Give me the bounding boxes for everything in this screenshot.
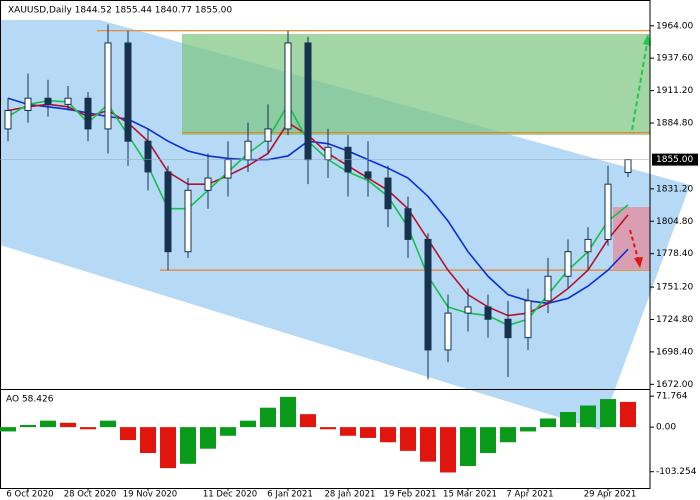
ao-bar (80, 427, 96, 430)
y-tick-label: 1672.00 (656, 380, 693, 390)
candle-body (324, 146, 332, 161)
ao-bar (120, 427, 136, 441)
y-tick-label: 1698.40 (656, 347, 693, 357)
ao-bar (40, 420, 56, 428)
ao-tick-label: 0.00 (656, 423, 676, 433)
ao-bar (500, 427, 516, 443)
candle-body (284, 42, 292, 130)
x-tick-label: 15 Mar 2021 (443, 490, 497, 500)
candle-body (204, 177, 212, 191)
ao-bar (580, 405, 596, 428)
y-tick-label: 1937.60 (656, 54, 693, 64)
ao-bar (300, 414, 316, 428)
x-tick-label: 11 Dec 2020 (203, 490, 257, 500)
x-tick-label: 28 Oct 2020 (64, 490, 117, 500)
candle-body (84, 97, 92, 130)
ao-bar (360, 427, 376, 438)
candle-body (564, 251, 572, 277)
last-price-box (652, 153, 698, 166)
candle-body (164, 171, 172, 253)
ao-bar (200, 427, 216, 449)
candle-body (624, 159, 632, 173)
x-tick-label: 6 Jan 2021 (267, 490, 313, 500)
ao-bar (420, 427, 436, 462)
ao-bar (440, 427, 456, 473)
candle-body (444, 312, 452, 351)
x-tick-label: 19 Nov 2020 (123, 490, 177, 500)
x-tick-label: 28 Jan 2021 (325, 490, 376, 500)
ao-bar (340, 427, 356, 436)
ao-bar (180, 427, 196, 464)
y-tick-label: 1964.00 (656, 21, 693, 31)
candle-body (104, 42, 112, 130)
ao-bar (460, 427, 476, 466)
candle-body (404, 208, 412, 240)
candle-body (304, 42, 312, 161)
last-price-label: 1855.00 (656, 155, 693, 165)
candle-body (264, 128, 272, 142)
arrow-down-head (634, 257, 643, 268)
candle-body (144, 140, 152, 173)
candle-body (224, 159, 232, 179)
ao-bar (100, 420, 116, 428)
candle-body (504, 318, 512, 339)
ao-title: AO 58.426 (6, 395, 54, 405)
ao-bar (380, 427, 396, 443)
ao-bar (620, 401, 636, 428)
ao-bar (260, 407, 276, 428)
y-tick-label: 1831.20 (656, 184, 693, 194)
candle-body (4, 110, 12, 130)
candle-body (364, 171, 372, 179)
candle-body (604, 183, 612, 240)
candle-body (244, 140, 252, 161)
ao-bar (0, 427, 16, 432)
ao-bar (540, 418, 556, 428)
candle-body (44, 97, 52, 105)
ao-bar (140, 427, 156, 454)
candle-body (64, 97, 72, 105)
y-tick-label: 1724.80 (656, 315, 693, 325)
candle-body (524, 300, 532, 339)
candle-body (584, 238, 592, 253)
candle-body (464, 306, 472, 314)
ao-bar (560, 412, 576, 428)
x-tick-label: 6 Oct 2020 (6, 490, 53, 500)
x-tick-label: 7 Apr 2021 (506, 490, 553, 500)
ao-tick-label: 71.764 (656, 392, 688, 402)
ao-bar (160, 427, 176, 469)
y-tick-label: 1778.40 (656, 249, 693, 259)
ao-bar (240, 420, 256, 428)
arrow-down (629, 229, 640, 263)
ao-bar (60, 422, 76, 428)
candle-body (424, 238, 432, 351)
plot-frame (0, 0, 651, 489)
x-tick-label: 29 Apr 2021 (584, 490, 637, 500)
target-zone (182, 34, 650, 135)
y-tick-label: 1911.20 (656, 86, 693, 96)
ao-bar (20, 424, 36, 428)
candle-body (544, 275, 552, 302)
x-tick-label: 19 Feb 2021 (384, 490, 437, 500)
candle-body (484, 306, 492, 320)
arrow-up-head (643, 34, 651, 46)
ao-tick-label: -103.254 (656, 467, 697, 477)
chart-title: XAUUSD,Daily 1844.52 1855.44 1840.77 185… (8, 6, 232, 16)
ao-bar (280, 396, 296, 428)
trend-channel (0, 20, 690, 430)
ao-bar (220, 427, 236, 436)
ao-bar (320, 427, 336, 430)
candle-body (184, 189, 192, 253)
candle-body (384, 177, 392, 210)
y-tick-label: 1751.20 (656, 283, 693, 293)
ao-bar (480, 427, 496, 454)
y-tick-label: 1884.80 (656, 119, 693, 129)
ao-bar (400, 427, 416, 451)
candle-body (124, 42, 132, 142)
y-tick-label: 1804.80 (656, 217, 693, 227)
ao-bar (600, 399, 616, 428)
candle-body (24, 97, 32, 112)
ao-bar (520, 427, 536, 432)
